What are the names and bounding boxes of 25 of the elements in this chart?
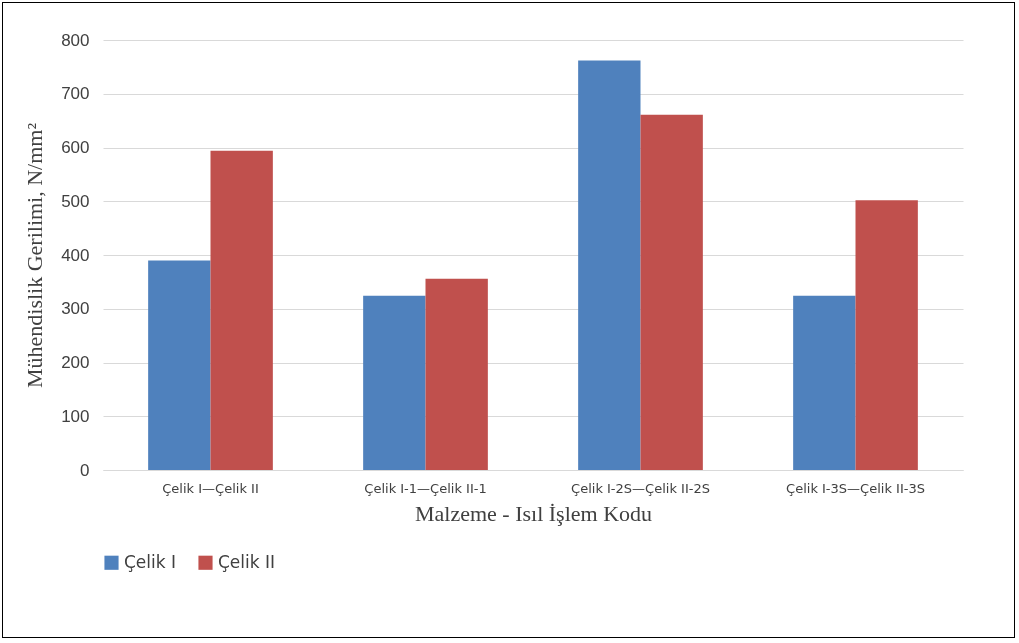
bar xyxy=(793,295,856,470)
y-tick-label: 500 xyxy=(61,191,90,211)
y-tick-label: 200 xyxy=(61,353,90,372)
y-tick-label: 800 xyxy=(61,30,90,50)
y-axis-title: Mühendislik Gerilimi, N/mm² xyxy=(22,122,48,389)
bar xyxy=(148,260,211,470)
y-tick-label: 100 xyxy=(61,406,90,426)
x-axis-title: Malzeme - Isıl İşlem Kodu xyxy=(414,500,653,526)
y-tick-label: 700 xyxy=(61,84,90,104)
bar xyxy=(425,278,488,470)
x-tick-label: Çelik I-3S—Çelik II-3S xyxy=(786,480,925,496)
x-tick-label: Çelik I-2S—Çelik II-2S xyxy=(571,480,710,496)
x-tick-label: Çelik I—Çelik II xyxy=(162,480,259,496)
legend-label: Çelik II xyxy=(218,551,276,572)
y-tick-label: 300 xyxy=(61,299,90,319)
y-tick-label: 400 xyxy=(61,245,90,265)
bar xyxy=(210,150,273,470)
bar xyxy=(363,295,426,470)
bar xyxy=(578,60,641,470)
bar xyxy=(855,200,918,470)
legend-label: Çelik I xyxy=(124,551,177,572)
x-tick-label: Çelik I-1—Çelik II-1 xyxy=(364,480,487,496)
y-tick-label: 0 xyxy=(80,460,90,480)
y-tick-label: 600 xyxy=(61,138,90,157)
bar xyxy=(640,114,703,470)
